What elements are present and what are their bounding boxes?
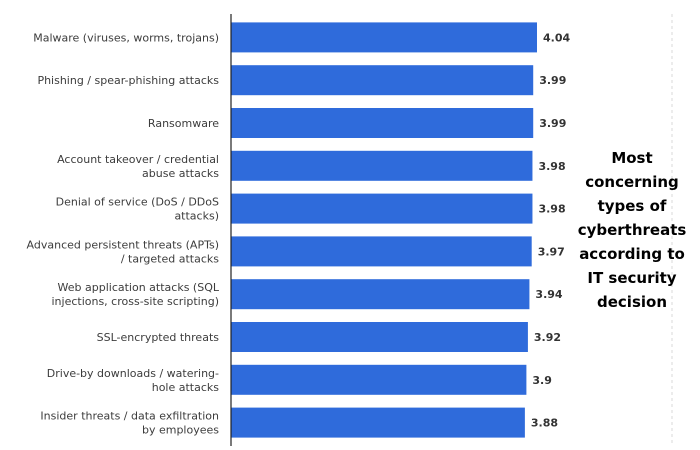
value-label: 3.94 [535, 288, 562, 301]
category-label-line: Malware (viruses, worms, trojans) [33, 31, 219, 44]
chart-side-title: Most concerning types of cyberthreats ac… [577, 149, 687, 311]
category-label-line: Insider threats / data exfiltration [40, 410, 219, 423]
category-label-line: Denial of service (DoS / DDoS [56, 196, 219, 209]
category-label-line: SSL-encrypted threats [97, 331, 220, 344]
category-label: Phishing / spear-phishing attacks [37, 74, 219, 87]
category-label: Insider threats / data exfiltration by em… [40, 410, 219, 437]
value-label: 4.04 [543, 31, 570, 44]
category-label-line: Account takeover / credential [57, 153, 219, 166]
value-label: 3.98 [538, 203, 565, 216]
category-label: Drive-by downloads / watering-hole attac… [47, 367, 220, 394]
category-label-line: injections, cross-site scripting) [51, 295, 219, 308]
category-label: Advanced persistent threats (APTs) / targ… [27, 238, 220, 265]
bar [231, 65, 534, 96]
category-label-line: by employees [142, 424, 219, 437]
bar [231, 407, 525, 438]
bar [231, 108, 534, 138]
category-label: Account takeover / credential abuse attac… [57, 153, 219, 180]
category-label: SSL-encrypted threats [97, 331, 220, 344]
category-labels: Malware (viruses, worms, trojans) Phishin… [27, 31, 220, 436]
value-label: 3.99 [539, 74, 566, 87]
category-label-line: Ransomware [148, 117, 219, 130]
category-label: Malware (viruses, worms, trojans) [33, 31, 219, 44]
bar [231, 150, 533, 181]
bar [231, 193, 533, 224]
category-label-line: Advanced persistent threats (APTs) [27, 238, 219, 251]
category-label: Denial of service (DoS / DDoS attacks) [56, 196, 219, 223]
bar [231, 364, 527, 395]
value-label: 3.99 [539, 117, 566, 130]
value-labels: 4.04 3.99 3.99 3.98 3.98 3.97 3.94 3.92 3.9 3.88 [531, 31, 571, 429]
bars-layer [231, 22, 537, 438]
bar [231, 236, 532, 267]
bar [231, 22, 537, 53]
category-label-line: abuse attacks [142, 167, 219, 180]
value-label: 3.9 [532, 374, 552, 387]
category-label: Ransomware [148, 117, 219, 130]
category-label-line: hole attacks [152, 381, 220, 394]
value-label: 3.97 [538, 245, 565, 258]
category-label: Web application attacks (SQL injections, … [51, 281, 219, 308]
bar [231, 279, 530, 310]
value-label: 3.88 [531, 417, 558, 430]
category-label-line: Phishing / spear-phishing attacks [37, 74, 219, 87]
category-label-line: Drive-by downloads / watering- [47, 367, 219, 380]
category-label-line: Web application attacks (SQL [58, 281, 220, 294]
value-label: 3.98 [538, 160, 565, 173]
value-label: 3.92 [534, 331, 561, 344]
bar [231, 322, 528, 352]
category-label-line: attacks) [174, 210, 219, 223]
category-label-line: / targeted attacks [121, 252, 219, 265]
